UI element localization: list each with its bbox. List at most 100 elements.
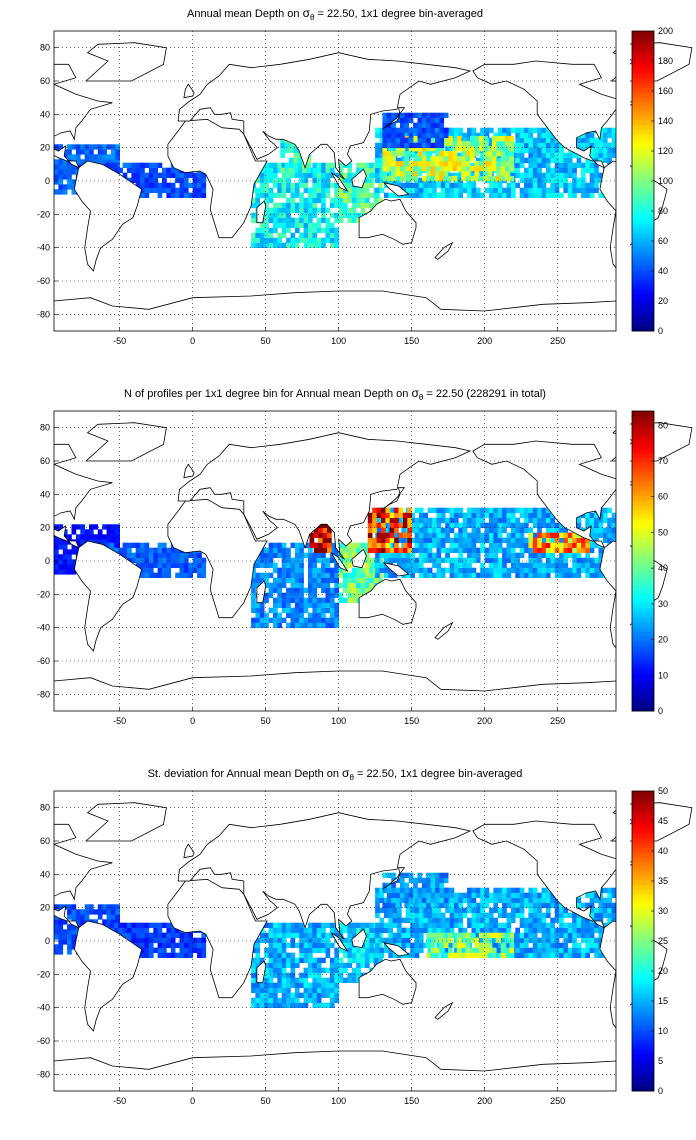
data-cell bbox=[445, 532, 450, 538]
data-cell bbox=[162, 182, 167, 188]
data-cell bbox=[489, 142, 494, 148]
data-cell bbox=[607, 902, 612, 908]
data-cell bbox=[510, 542, 516, 548]
data-cell bbox=[391, 882, 396, 888]
data-cell bbox=[334, 982, 339, 988]
data-cell bbox=[478, 932, 484, 938]
data-cell bbox=[427, 522, 433, 528]
data-cell bbox=[321, 982, 326, 988]
data-cell bbox=[471, 922, 477, 928]
data-cell bbox=[329, 602, 335, 608]
data-cell bbox=[391, 887, 396, 893]
data-cell bbox=[382, 872, 388, 878]
data-cell bbox=[537, 912, 542, 918]
data-cell bbox=[414, 547, 420, 553]
data-cell bbox=[554, 167, 560, 173]
data-cell bbox=[589, 947, 595, 953]
data-cell bbox=[458, 187, 463, 193]
data-cell bbox=[550, 547, 555, 553]
data-cell bbox=[611, 912, 617, 918]
data-cell bbox=[436, 912, 442, 918]
data-cell bbox=[273, 982, 278, 988]
data-cell bbox=[401, 182, 407, 188]
data-cell bbox=[519, 912, 525, 918]
data-cell bbox=[418, 547, 424, 553]
data-cell bbox=[589, 927, 595, 933]
data-cell bbox=[509, 952, 515, 958]
data-cell bbox=[251, 242, 256, 248]
data-cell bbox=[502, 897, 507, 903]
data-cell bbox=[427, 927, 433, 933]
data-cell bbox=[410, 922, 415, 928]
data-cell bbox=[471, 527, 477, 533]
data-cell bbox=[581, 137, 586, 143]
data-cell bbox=[497, 547, 503, 553]
data-cell bbox=[400, 112, 405, 118]
data-cell bbox=[148, 932, 154, 938]
data-cell bbox=[312, 922, 318, 928]
data-cell bbox=[351, 202, 357, 208]
data-cell bbox=[290, 992, 296, 998]
data-cell bbox=[532, 532, 538, 538]
data-cell bbox=[452, 932, 458, 938]
data-cell bbox=[528, 932, 534, 938]
data-cell bbox=[277, 567, 282, 573]
data-cell bbox=[439, 127, 445, 133]
data-cell bbox=[502, 907, 507, 913]
data-cell bbox=[303, 987, 309, 993]
data-cell bbox=[369, 557, 374, 563]
x-tick-label: 200 bbox=[477, 336, 492, 346]
data-cell bbox=[607, 142, 612, 148]
data-cell bbox=[268, 167, 274, 173]
data-cell bbox=[338, 927, 344, 933]
data-cell bbox=[54, 554, 59, 560]
data-cell bbox=[452, 942, 458, 948]
data-cell bbox=[585, 922, 590, 928]
data-cell bbox=[299, 587, 304, 593]
data-cell bbox=[166, 172, 172, 178]
data-cell bbox=[528, 542, 534, 548]
data-cell bbox=[157, 567, 163, 573]
data-cell bbox=[364, 557, 370, 563]
data-cell bbox=[475, 522, 481, 528]
data-cell bbox=[383, 527, 389, 533]
data-cell bbox=[299, 607, 304, 613]
data-cell bbox=[299, 232, 304, 238]
data-cell bbox=[405, 952, 411, 958]
data-cell bbox=[347, 172, 353, 178]
data-cell bbox=[528, 547, 534, 553]
data-cell bbox=[316, 612, 322, 618]
data-cell bbox=[383, 192, 389, 198]
y-tick-label: 0 bbox=[45, 556, 50, 566]
data-cell bbox=[506, 922, 512, 928]
data-cell bbox=[106, 524, 112, 530]
data-cell bbox=[356, 162, 361, 168]
data-cell bbox=[423, 187, 428, 193]
data-cell bbox=[418, 912, 424, 918]
data-cell bbox=[325, 587, 331, 593]
data-cell bbox=[318, 537, 323, 543]
data-cell bbox=[462, 557, 468, 563]
data-cell bbox=[179, 952, 185, 958]
data-cell bbox=[480, 132, 485, 138]
data-cell bbox=[329, 597, 335, 603]
data-cell bbox=[334, 197, 339, 203]
data-cell bbox=[602, 922, 608, 928]
data-cell bbox=[325, 562, 331, 568]
data-cell bbox=[423, 542, 428, 548]
coastline bbox=[434, 241, 454, 260]
data-cell bbox=[303, 602, 309, 608]
data-cell bbox=[418, 192, 424, 198]
data-cell bbox=[303, 967, 309, 973]
data-cell bbox=[439, 947, 445, 953]
data-cell bbox=[343, 977, 348, 983]
data-cell bbox=[611, 902, 617, 908]
data-cell bbox=[281, 972, 287, 978]
data-cell bbox=[303, 217, 309, 223]
data-cell bbox=[290, 567, 296, 573]
data-cell bbox=[430, 156, 436, 162]
data-cell bbox=[589, 187, 595, 193]
data-cell bbox=[367, 537, 373, 543]
title-rest: = 22.50, 1x1 degree bin-averaged bbox=[354, 768, 523, 780]
data-cell bbox=[338, 977, 344, 983]
